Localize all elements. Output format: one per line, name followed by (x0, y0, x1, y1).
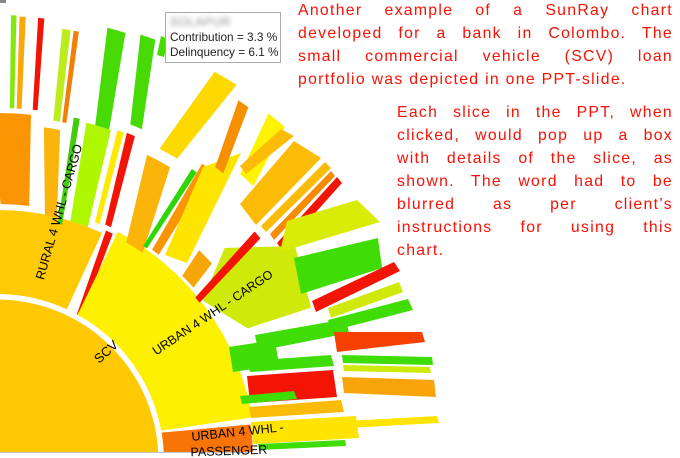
svg-text:PASSENGER: PASSENGER (190, 443, 267, 458)
